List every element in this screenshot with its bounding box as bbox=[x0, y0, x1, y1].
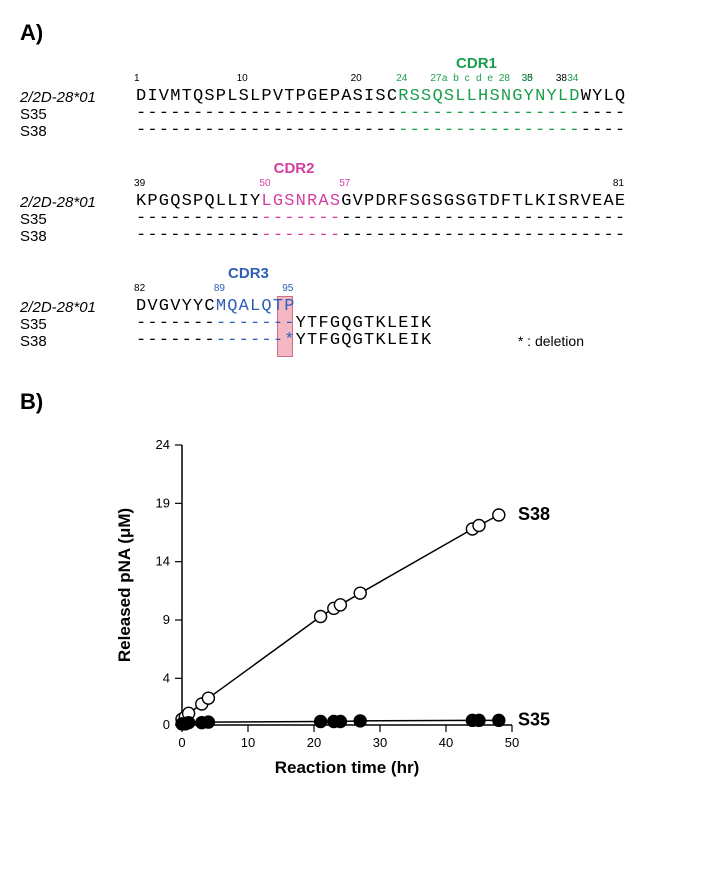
sequence-row: S38-------------*YTFGQGTKLEIK bbox=[20, 332, 684, 349]
sequence-block: CDR2 39 81 50 57 2/2D-28*01KPGQSPQLLIYLGSNRAS… bbox=[20, 161, 684, 244]
sequence-row-label: S38 bbox=[20, 229, 136, 244]
x-tick-label: 10 bbox=[241, 735, 255, 750]
sequence-row: 2/2D-28*01DVGVYYCMQALQTP bbox=[20, 298, 684, 315]
y-tick-label: 14 bbox=[156, 554, 170, 569]
sequence-text: ----------------------------------------… bbox=[136, 122, 626, 139]
position-number: 24 bbox=[396, 74, 407, 84]
data-point bbox=[315, 716, 327, 728]
y-tick-label: 4 bbox=[163, 670, 170, 685]
y-tick-label: 19 bbox=[156, 495, 170, 510]
data-point bbox=[473, 714, 485, 726]
position-number: a bbox=[442, 74, 448, 84]
sequence-row-label: S38 bbox=[20, 334, 136, 349]
panel-a-label: A) bbox=[20, 20, 684, 46]
chart-container: 0 10 20 30 40 50 0 4 9 14 19 24 Reaction time (hr) Re… bbox=[20, 425, 684, 785]
sequence-row: S38-------------------------------------… bbox=[20, 227, 684, 244]
sequence-text: --------------YTFGQGTKLEIK bbox=[136, 315, 432, 332]
position-number: 95 bbox=[282, 284, 293, 294]
data-point bbox=[473, 520, 485, 532]
kinetics-chart: 0 10 20 30 40 50 0 4 9 14 19 24 Reaction time (hr) Re… bbox=[112, 425, 592, 785]
sequence-row-label: S35 bbox=[20, 212, 136, 227]
data-point bbox=[493, 714, 505, 726]
sequence-text: DVGVYYCMQALQTP bbox=[136, 298, 296, 315]
position-number: c bbox=[465, 74, 470, 84]
x-tick-label: 30 bbox=[373, 735, 387, 750]
series-label: S38 bbox=[518, 504, 550, 524]
data-point bbox=[493, 509, 505, 521]
sequence-text: ----------------------------------------… bbox=[136, 210, 626, 227]
y-tick-label: 24 bbox=[156, 437, 170, 452]
sequence-text: ----------------------------------------… bbox=[136, 105, 626, 122]
sequence-row-label: 2/2D-28*01 bbox=[20, 195, 136, 210]
position-number: 81 bbox=[613, 179, 624, 189]
sequence-text: DIVMTQSPLSLPVTPGEPASISCRSSQSLLHSNGYNYLDW… bbox=[136, 88, 626, 105]
cdr-label: CDR1 bbox=[456, 56, 497, 71]
position-number: 38 bbox=[556, 74, 567, 84]
position-number: 89 bbox=[214, 284, 225, 294]
x-axis-label: Reaction time (hr) bbox=[275, 758, 420, 777]
x-tick-label: 50 bbox=[505, 735, 519, 750]
position-number: 82 bbox=[134, 284, 145, 294]
sequence-text: KPGQSPQLLIYLGSNRASGVPDRFSGSGSGTDFTLKISRV… bbox=[136, 193, 626, 210]
x-tick-label: 0 bbox=[178, 735, 185, 750]
sequence-text: ----------------------------------------… bbox=[136, 227, 626, 244]
position-number: 30 bbox=[522, 74, 533, 84]
data-point bbox=[334, 599, 346, 611]
sequence-text: -------------*YTFGQGTKLEIK bbox=[136, 332, 432, 349]
cdr-label: CDR3 bbox=[228, 266, 269, 281]
data-point bbox=[354, 715, 366, 727]
position-number: 20 bbox=[351, 74, 362, 84]
sequence-row-label: 2/2D-28*01 bbox=[20, 90, 136, 105]
sequence-alignment: CDR11102035382427abcde2830342/2D-28*01DI… bbox=[20, 56, 684, 349]
data-point bbox=[202, 692, 214, 704]
sequence-row: S35-------------------------------------… bbox=[20, 105, 684, 122]
series-label: S35 bbox=[518, 709, 550, 729]
position-number: d bbox=[476, 74, 482, 84]
data-point bbox=[315, 611, 327, 623]
sequence-row-label: S35 bbox=[20, 317, 136, 332]
data-point bbox=[334, 716, 346, 728]
position-number: b bbox=[453, 74, 459, 84]
position-number: 1 bbox=[134, 74, 140, 84]
position-number: 50 bbox=[259, 179, 270, 189]
position-number: 10 bbox=[237, 74, 248, 84]
data-point bbox=[354, 587, 366, 599]
data-point bbox=[183, 717, 195, 729]
position-number: e bbox=[487, 74, 493, 84]
sequence-row-label: S35 bbox=[20, 107, 136, 122]
series-line bbox=[182, 515, 499, 719]
panel-b-label: B) bbox=[20, 389, 684, 415]
x-tick-label: 40 bbox=[439, 735, 453, 750]
position-number: 28 bbox=[499, 74, 510, 84]
sequence-row: S35-------------------------------------… bbox=[20, 210, 684, 227]
position-number: 57 bbox=[339, 179, 350, 189]
x-tick-label: 20 bbox=[307, 735, 321, 750]
sequence-block: CDR38289952/2D-28*01DVGVYYCMQALQTPS35---… bbox=[20, 266, 684, 349]
sequence-row: 2/2D-28*01DIVMTQSPLSLPVTPGEPASISCRSSQSLL… bbox=[20, 88, 684, 105]
y-tick-label: 9 bbox=[163, 612, 170, 627]
sequence-row-label: S38 bbox=[20, 124, 136, 139]
position-number: 39 bbox=[134, 179, 145, 189]
sequence-row: S38-------------------------------------… bbox=[20, 122, 684, 139]
position-number: 34 bbox=[567, 74, 578, 84]
sequence-row-label: 2/2D-28*01 bbox=[20, 300, 136, 315]
data-point bbox=[202, 716, 214, 728]
y-axis-label: Released pNA (μM) bbox=[115, 508, 134, 662]
sequence-row: S35--------------YTFGQGTKLEIK bbox=[20, 315, 684, 332]
sequence-block: CDR11102035382427abcde2830342/2D-28*01DI… bbox=[20, 56, 684, 139]
position-number: 27 bbox=[430, 74, 441, 84]
cdr-label: CDR2 bbox=[274, 161, 315, 176]
sequence-row: 2/2D-28*01KPGQSPQLLIYLGSNRASGVPDRFSGSGSG… bbox=[20, 193, 684, 210]
y-tick-label: 0 bbox=[163, 717, 170, 732]
